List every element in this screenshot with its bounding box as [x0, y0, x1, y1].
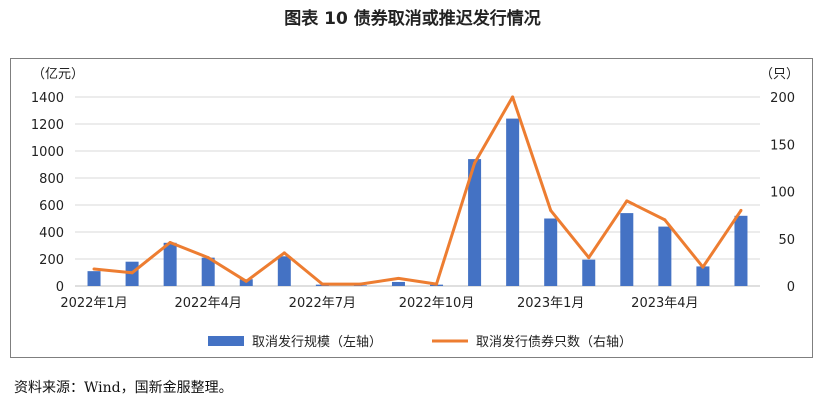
line-point — [244, 279, 248, 283]
bar — [658, 226, 672, 286]
line-point — [282, 251, 286, 255]
x-axis-ticks: 2022年1月 2022年4月 2022年7月 2022年10月 2023年1月 2023… — [60, 296, 698, 311]
line-point — [701, 265, 705, 269]
bar — [582, 259, 596, 286]
legend-bar-swatch — [208, 336, 244, 346]
right-tick-label: 200 — [770, 91, 795, 106]
left-tick-label: 200 — [39, 253, 64, 268]
left-tick-label: 800 — [39, 172, 64, 187]
x-tick-label: 2022年4月 — [175, 296, 242, 311]
line-point — [130, 271, 134, 275]
chart-frame — [10, 58, 813, 358]
right-axis-ticks: 0 50 100 150 200 — [770, 91, 795, 295]
bar-series — [87, 118, 748, 286]
line-point — [739, 208, 743, 212]
right-tick-label: 100 — [770, 186, 795, 201]
bar — [391, 281, 405, 286]
line-point — [320, 282, 324, 286]
bar — [277, 256, 291, 286]
left-axis-unit: （亿元） — [32, 67, 84, 82]
left-tick-label: 1000 — [31, 145, 64, 160]
left-tick-label: 0 — [56, 280, 64, 295]
line-point — [663, 218, 667, 222]
bar — [734, 215, 748, 286]
right-tick-label: 150 — [770, 138, 795, 153]
x-tick-label: 2022年7月 — [289, 296, 356, 311]
right-tick-label: 50 — [778, 233, 795, 248]
bar — [201, 257, 215, 286]
line-point — [206, 256, 210, 260]
source-note: 资料来源：Wind，国新金服整理。 — [14, 380, 233, 396]
line-point — [511, 95, 515, 99]
line-point — [473, 161, 477, 165]
legend-bar-label: 取消发行规模（左轴） — [252, 334, 382, 350]
x-tick-label: 2023年4月 — [631, 296, 698, 311]
bar — [544, 218, 558, 286]
chart-title: 图表 10 债券取消或推迟发行情况 — [284, 9, 541, 29]
right-tick-label: 0 — [787, 280, 795, 295]
line-point — [549, 208, 553, 212]
line-point — [435, 282, 439, 286]
bar — [506, 118, 520, 286]
line-point — [625, 199, 629, 203]
line-path — [93, 95, 743, 286]
bar — [696, 266, 710, 286]
right-axis-unit: （只） — [760, 67, 799, 82]
left-tick-label: 1200 — [31, 118, 64, 133]
line-point — [396, 276, 400, 280]
bar — [468, 159, 482, 286]
left-tick-label: 1400 — [31, 91, 64, 106]
bar — [620, 213, 634, 286]
bar — [87, 271, 101, 286]
bar — [163, 242, 177, 286]
x-tick-label: 2023年1月 — [517, 296, 584, 311]
left-tick-label: 400 — [39, 226, 64, 241]
gridlines — [75, 96, 760, 287]
x-tick-label: 2022年10月 — [399, 296, 475, 311]
line-point — [587, 256, 591, 260]
legend-line-label: 取消发行债券只数（右轴） — [476, 334, 632, 350]
left-axis-ticks: 0 200 400 600 800 1000 1200 1400 — [31, 91, 64, 295]
legend: 取消发行规模（左轴） 取消发行债券只数（右轴） — [208, 334, 632, 350]
left-tick-label: 600 — [39, 199, 64, 214]
line-point — [358, 282, 362, 286]
line-point — [168, 241, 172, 245]
bar — [353, 285, 367, 286]
x-tick-label: 2022年1月 — [60, 296, 127, 311]
line-point — [92, 267, 96, 271]
line-series — [92, 95, 743, 286]
